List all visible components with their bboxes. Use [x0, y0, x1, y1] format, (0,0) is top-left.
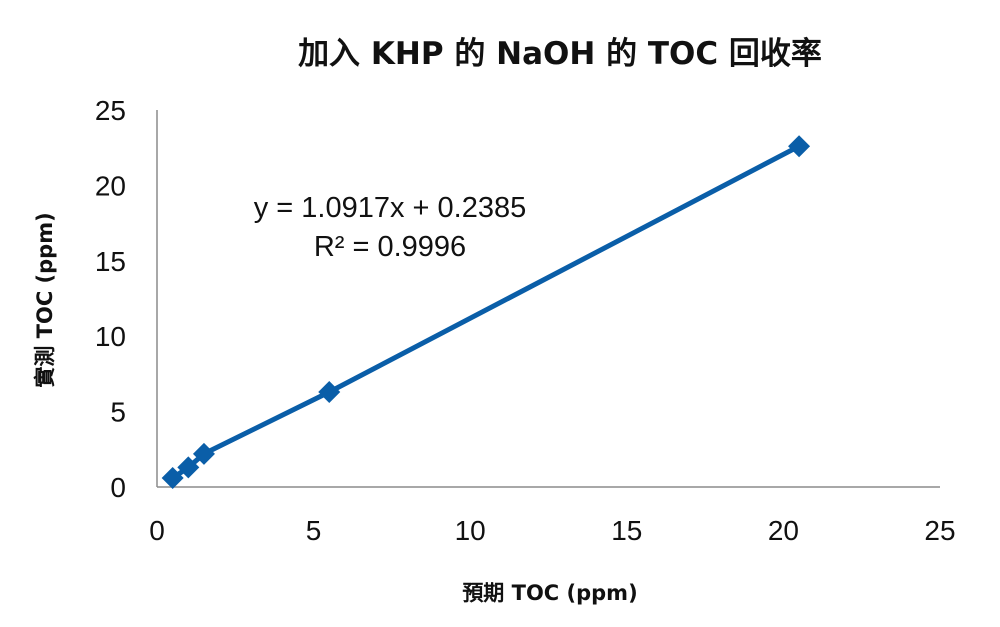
x-tick-label: 10 [455, 515, 486, 546]
x-tick-label: 25 [924, 515, 955, 546]
y-tick-label: 15 [95, 246, 126, 277]
y-tick-label: 25 [95, 95, 126, 126]
x-tick-label: 0 [149, 515, 165, 546]
y-tick-label: 20 [95, 170, 126, 201]
r-squared-value: R² = 0.9996 [314, 231, 466, 263]
data-point-marker [192, 442, 215, 465]
y-axis-title: 實測 TOC (ppm) [33, 212, 57, 387]
data-point-marker [177, 456, 200, 479]
x-tick-label: 15 [611, 515, 642, 546]
y-axis-ticks: 0 5 10 15 20 25 [95, 95, 126, 503]
regression-equation: y = 1.0917x + 0.2385 [254, 192, 527, 224]
plot-area [161, 135, 811, 489]
x-tick-label: 20 [768, 515, 799, 546]
x-tick-label: 5 [306, 515, 322, 546]
y-tick-label: 10 [95, 321, 126, 352]
data-point-marker [318, 380, 341, 403]
x-axis-ticks: 0 5 10 15 20 25 [149, 515, 955, 546]
data-point-marker [161, 466, 184, 489]
data-point-marker [788, 135, 811, 158]
y-tick-label: 0 [110, 472, 126, 503]
x-axis-title: 預期 TOC (ppm) [462, 581, 637, 605]
chart-title: 加入 KHP 的 NaOH 的 TOC 回收率 [298, 36, 822, 72]
y-tick-label: 5 [110, 397, 126, 428]
